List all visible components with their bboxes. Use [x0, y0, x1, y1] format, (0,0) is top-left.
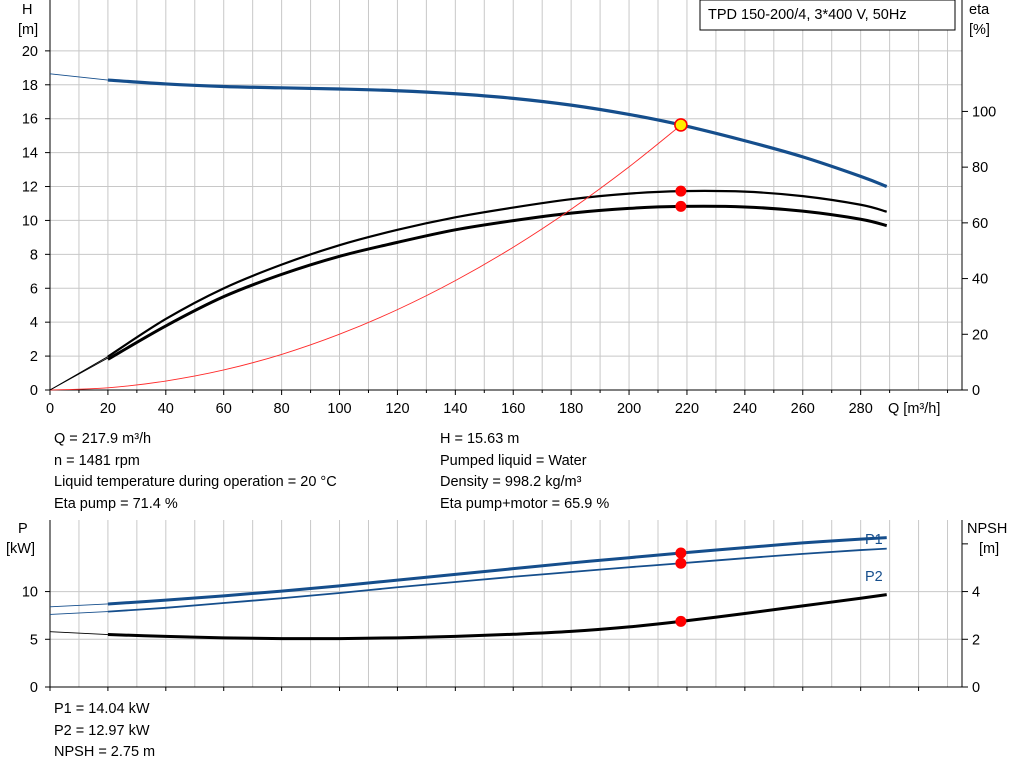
x-tick-label-180: 180: [559, 401, 583, 417]
info-speed: n = 1481 rpm: [54, 452, 140, 469]
eta-tick-label-80: 80: [972, 160, 988, 176]
y-tick-label-16: 16: [22, 112, 38, 128]
x-tick-label-260: 260: [791, 401, 815, 417]
eta-tick-label-0: 0: [972, 383, 980, 399]
info-liquid-temperature: Liquid temperature during operation = 20…: [54, 474, 337, 490]
eta-tick-label-100: 100: [972, 104, 996, 120]
axis-labels: P1 P2 H [m] eta [%] Q [m³/h] P [kW] NPSH [m] TPD 15…: [6, 0, 1007, 585]
npsh-tick-label-2: 2: [972, 632, 980, 648]
p1-curve-label: P1: [865, 532, 883, 548]
npsh-axis-unit: [m]: [979, 541, 999, 557]
info-right: H = 15.63 m Pumped liquid = Water Densit…: [440, 429, 609, 515]
x-tick-label-200: 200: [617, 401, 641, 417]
p-tick-label-5: 5: [30, 632, 38, 648]
y-tick-label-12: 12: [22, 180, 38, 196]
eta-tick-label-60: 60: [972, 216, 988, 232]
eta-tick-label-40: 40: [972, 272, 988, 288]
info-bottom: P1 = 14.04 kW P2 = 12.97 kW NPSH = 2.75 …: [54, 699, 155, 764]
info-npsh: NPSH = 2.75 m: [54, 744, 156, 760]
p1-curve: [107, 536, 887, 606]
p1-extrapolated-curve: [49, 603, 108, 608]
y-tick-label-10: 10: [22, 213, 38, 229]
x-tick-label-80: 80: [274, 401, 290, 417]
info-pumped-liquid: Pumped liquid = Water: [440, 452, 587, 469]
duty-markers: [674, 118, 688, 627]
info-density: Density = 998.2 kg/m³: [440, 474, 582, 490]
p-axis-unit: [kW]: [6, 541, 35, 557]
system-curve-curve: [49, 124, 682, 391]
p2-curve-label: P2: [865, 569, 883, 585]
duty-point-p2: [675, 557, 687, 569]
x-tick-label-100: 100: [327, 401, 351, 417]
eta-pump-curve: [107, 189, 888, 358]
info-flow: Q = 217.9 m³/h: [54, 431, 152, 447]
title-box: [699, 0, 956, 31]
info-eta-pump: Eta pump = 71.4 %: [54, 495, 178, 512]
h-axis-label: H: [22, 2, 32, 18]
x-tick-label-40: 40: [158, 401, 174, 417]
p2-curve: [107, 547, 887, 613]
eta-axis-label: eta: [969, 2, 990, 18]
info-head: H = 15.63 m: [440, 431, 520, 447]
y-tick-label-4: 4: [30, 315, 38, 331]
y-tick-label-2: 2: [30, 349, 38, 365]
head-extrapolated-curve: [49, 73, 108, 81]
y-tick-label-8: 8: [30, 247, 38, 263]
title-box-text: TPD 150-200/4, 3*400 V, 50Hz: [708, 7, 907, 23]
grid: [49, 0, 962, 688]
eta-axis-unit: [%]: [969, 22, 990, 38]
x-tick-label-220: 220: [675, 401, 699, 417]
p-tick-label-10: 10: [22, 585, 38, 601]
head-curve: [107, 78, 888, 189]
npsh-tick-label-0: 0: [972, 680, 980, 696]
npsh-tick-label-4: 4: [972, 585, 980, 601]
eta-pump-motor-curve: [107, 204, 888, 361]
info-p2: P2 = 12.97 kW: [54, 722, 150, 739]
duty-point-eta-pump: [675, 185, 687, 197]
duty-point-npsh: [675, 615, 687, 627]
p-tick-label-0: 0: [30, 680, 38, 696]
eta-tick-label-20: 20: [972, 327, 988, 343]
npsh-curve: [107, 593, 887, 641]
x-tick-label-240: 240: [733, 401, 757, 417]
info-left: Q = 217.9 m³/h n = 1481 rpm Liquid tempe…: [54, 429, 337, 515]
y-tick-label-18: 18: [22, 78, 38, 94]
y-tick-label-14: 14: [22, 146, 38, 162]
duty-point-eta-pump-motor: [675, 200, 687, 212]
p2-extrapolated-curve: [49, 611, 108, 615]
duty-point-p1: [675, 547, 687, 559]
axes: [49, 0, 963, 688]
x-tick-label-60: 60: [216, 401, 232, 417]
h-axis-unit: [m]: [18, 22, 38, 38]
npsh-extrapolated-curve: [49, 631, 108, 635]
x-tick-label-140: 140: [443, 401, 467, 417]
x-tick-label-120: 120: [385, 401, 409, 417]
info-p1: P1 = 14.04 kW: [54, 701, 150, 717]
eta-pump-extension: [49, 356, 109, 391]
x-tick-label-160: 160: [501, 401, 525, 417]
x-axis-label: Q [m³/h]: [888, 401, 940, 417]
y-tick-label-0: 0: [30, 383, 38, 399]
x-tick-label-0: 0: [46, 401, 54, 417]
info-eta-pump-motor: Eta pump+motor = 65.9 %: [440, 495, 610, 512]
curves: [49, 73, 888, 641]
npsh-axis-label: NPSH: [967, 521, 1007, 537]
duty-point-head: [674, 118, 688, 132]
p-axis-label: P: [18, 521, 28, 537]
x-tick-label-280: 280: [849, 401, 873, 417]
y-tick-label-20: 20: [22, 44, 38, 60]
y-tick-label-6: 6: [30, 281, 38, 297]
x-tick-label-20: 20: [100, 401, 116, 417]
